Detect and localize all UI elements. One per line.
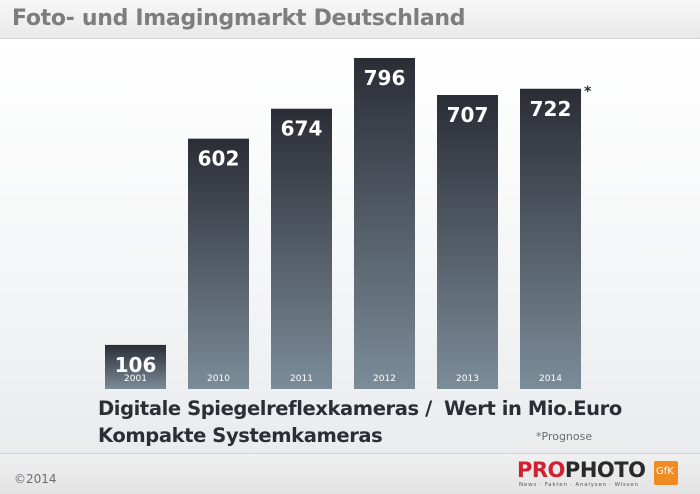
category-label-2013: 2013: [456, 374, 479, 384]
caption-line-1: Digitale Spiegelreflexkameras /: [98, 397, 432, 420]
category-label-2014: 2014: [539, 374, 562, 384]
value-label-2011: 674: [281, 117, 323, 141]
bar-2013: [437, 94, 498, 390]
chart-area: 106 2001 602 2010 674 2011 796 2012 707 2013 722 20…: [0, 39, 700, 453]
bar-2012: [354, 57, 415, 389]
category-label-2001: 2001: [124, 374, 147, 384]
value-label-2013: 707: [447, 103, 489, 127]
prophoto-logo: PROPHOTO News · Fakten · Analysen · Wiss…: [517, 458, 646, 491]
logo-tagline: News · Fakten · Analysen · Wissen: [519, 482, 639, 488]
caption-line-2: Kompakte Systemkameras: [98, 424, 383, 447]
forecast-asterisk: *: [584, 84, 592, 100]
gfk-logo-text: GfK: [656, 466, 674, 477]
bar-2010: [188, 138, 249, 389]
bar-2001: [105, 344, 166, 389]
unit-label: Wert in Mio.Euro: [444, 397, 622, 420]
footnote-prognose: *Prognose: [536, 430, 593, 443]
category-label-2010: 2010: [207, 374, 230, 384]
gfk-logo: GfK: [654, 461, 678, 485]
value-label-2010: 602: [198, 147, 240, 171]
category-label-2011: 2011: [290, 374, 313, 384]
footer-bar: ©2014 PROPHOTO News · Fakten · Analysen …: [0, 453, 700, 494]
category-label-2012: 2012: [373, 374, 396, 384]
header-bar: Foto- und Imagingmarkt Deutschland: [0, 0, 700, 39]
bar-2014: [520, 88, 581, 389]
logo-photo-text: PHOTO: [564, 458, 646, 482]
chart-title: Foto- und Imagingmarkt Deutschland: [12, 6, 466, 31]
bar-2011: [271, 108, 332, 390]
value-label-2014: 722: [530, 97, 572, 121]
value-label-2012: 796: [364, 66, 406, 90]
copyright-text: ©2014: [14, 472, 57, 486]
value-label-2001: 106: [115, 353, 157, 377]
logo-pro-text: PRO: [517, 458, 565, 482]
